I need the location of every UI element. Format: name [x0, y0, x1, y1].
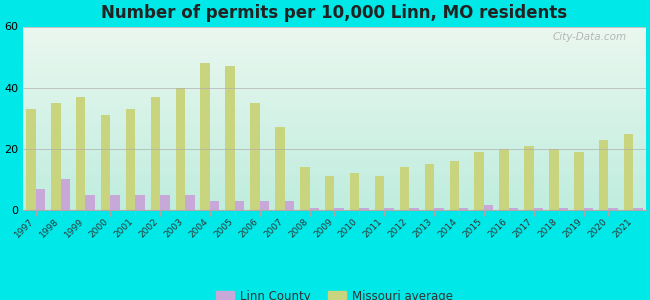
Bar — [51, 103, 60, 210]
Bar — [325, 176, 335, 210]
Bar — [410, 208, 419, 210]
Bar — [250, 103, 260, 210]
Text: City-Data.com: City-Data.com — [553, 32, 627, 42]
Bar — [608, 208, 618, 210]
Bar — [185, 195, 194, 210]
Bar — [624, 134, 633, 210]
Bar — [499, 149, 509, 210]
Bar — [400, 167, 410, 210]
Bar — [574, 152, 584, 210]
Bar — [584, 208, 593, 210]
Bar — [85, 195, 95, 210]
Title: Number of permits per 10,000 Linn, MO residents: Number of permits per 10,000 Linn, MO re… — [101, 4, 567, 22]
Bar — [359, 208, 369, 210]
Legend: Linn County, Missouri average: Linn County, Missouri average — [211, 286, 458, 300]
Bar — [226, 66, 235, 210]
Bar — [350, 173, 359, 210]
Bar — [384, 208, 394, 210]
Bar — [450, 161, 459, 210]
Bar — [200, 63, 210, 210]
Bar — [484, 206, 493, 210]
Bar — [210, 201, 220, 210]
Bar — [235, 201, 244, 210]
Bar — [285, 201, 294, 210]
Bar — [474, 152, 484, 210]
Bar — [558, 208, 568, 210]
Bar — [599, 140, 608, 210]
Bar — [300, 167, 309, 210]
Bar — [125, 109, 135, 210]
Bar — [534, 208, 543, 210]
Bar — [309, 208, 319, 210]
Bar — [509, 208, 518, 210]
Bar — [459, 208, 469, 210]
Bar — [111, 195, 120, 210]
Bar — [101, 115, 111, 210]
Bar — [160, 195, 170, 210]
Bar — [151, 97, 160, 210]
Bar — [76, 97, 85, 210]
Bar — [60, 179, 70, 210]
Bar — [633, 208, 643, 210]
Bar — [375, 176, 384, 210]
Bar — [424, 164, 434, 210]
Bar — [525, 146, 534, 210]
Bar — [135, 195, 145, 210]
Bar — [36, 189, 45, 210]
Bar — [434, 208, 443, 210]
Bar — [549, 149, 558, 210]
Bar — [176, 88, 185, 210]
Bar — [260, 201, 269, 210]
Bar — [26, 109, 36, 210]
Bar — [275, 128, 285, 210]
Bar — [335, 208, 344, 210]
